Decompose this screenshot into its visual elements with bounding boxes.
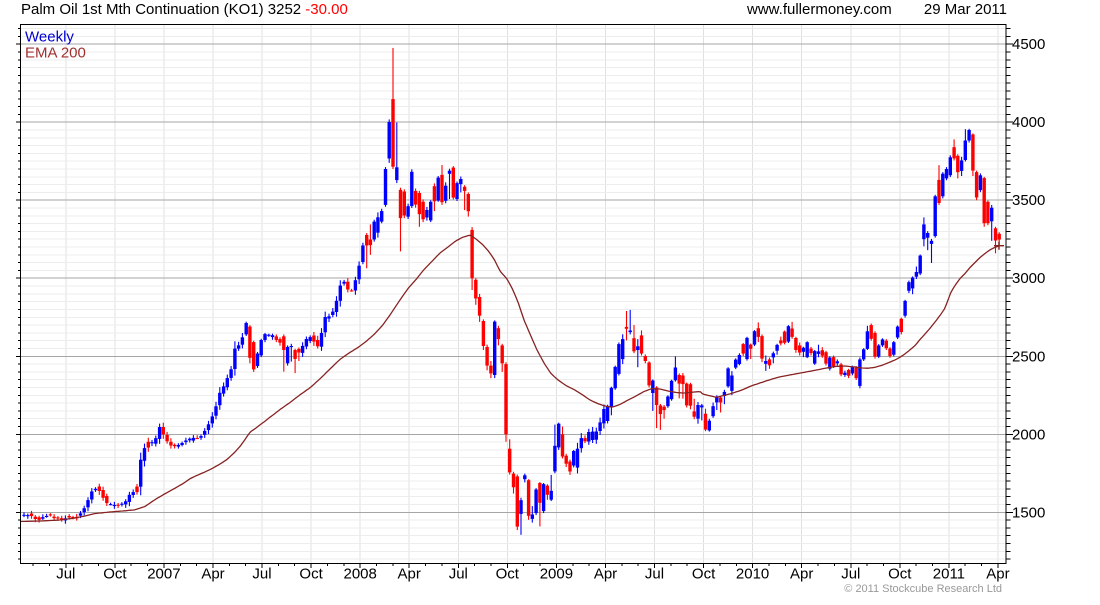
svg-text:29 Mar 2011: 29 Mar 2011: [924, 1, 1007, 18]
svg-text:2011: 2011: [933, 566, 965, 583]
svg-text:2009: 2009: [540, 566, 573, 583]
svg-text:Apr: Apr: [201, 566, 224, 583]
svg-text:Oct: Oct: [692, 566, 716, 583]
svg-text:Jul: Jul: [252, 566, 271, 583]
svg-text:Oct: Oct: [103, 566, 127, 583]
svg-text:Oct: Oct: [299, 566, 323, 583]
svg-text:2008: 2008: [344, 566, 377, 583]
svg-text:2000: 2000: [1012, 426, 1045, 443]
svg-text:Jul: Jul: [56, 566, 75, 583]
svg-text:Oct: Oct: [888, 566, 912, 583]
svg-text:Apr: Apr: [398, 566, 421, 583]
svg-text:2010: 2010: [736, 566, 769, 583]
svg-text:© 2011 Stockcube Research Ltd: © 2011 Stockcube Research Ltd: [844, 583, 1002, 595]
svg-text:1500: 1500: [1012, 504, 1045, 521]
svg-text:Jul: Jul: [645, 566, 664, 583]
svg-text:2007: 2007: [147, 566, 180, 583]
svg-text:Apr: Apr: [790, 566, 813, 583]
svg-text:3000: 3000: [1012, 270, 1045, 287]
svg-text:Apr: Apr: [594, 566, 617, 583]
svg-text:Apr: Apr: [986, 566, 1009, 583]
svg-text:2500: 2500: [1012, 348, 1045, 365]
svg-text:Oct: Oct: [496, 566, 520, 583]
svg-text:Palm Oil 1st Mth Continuation: Palm Oil 1st Mth Continuation (KO1) 3252…: [21, 1, 348, 18]
svg-text:www.fullermoney.com: www.fullermoney.com: [746, 1, 892, 18]
svg-text:3500: 3500: [1012, 192, 1045, 209]
svg-text:4500: 4500: [1012, 36, 1045, 53]
svg-text:Jul: Jul: [449, 566, 468, 583]
svg-text:4000: 4000: [1012, 114, 1045, 131]
svg-text:Jul: Jul: [841, 566, 860, 583]
svg-text:EMA 200: EMA 200: [25, 45, 86, 62]
svg-text:Weekly: Weekly: [25, 29, 74, 46]
